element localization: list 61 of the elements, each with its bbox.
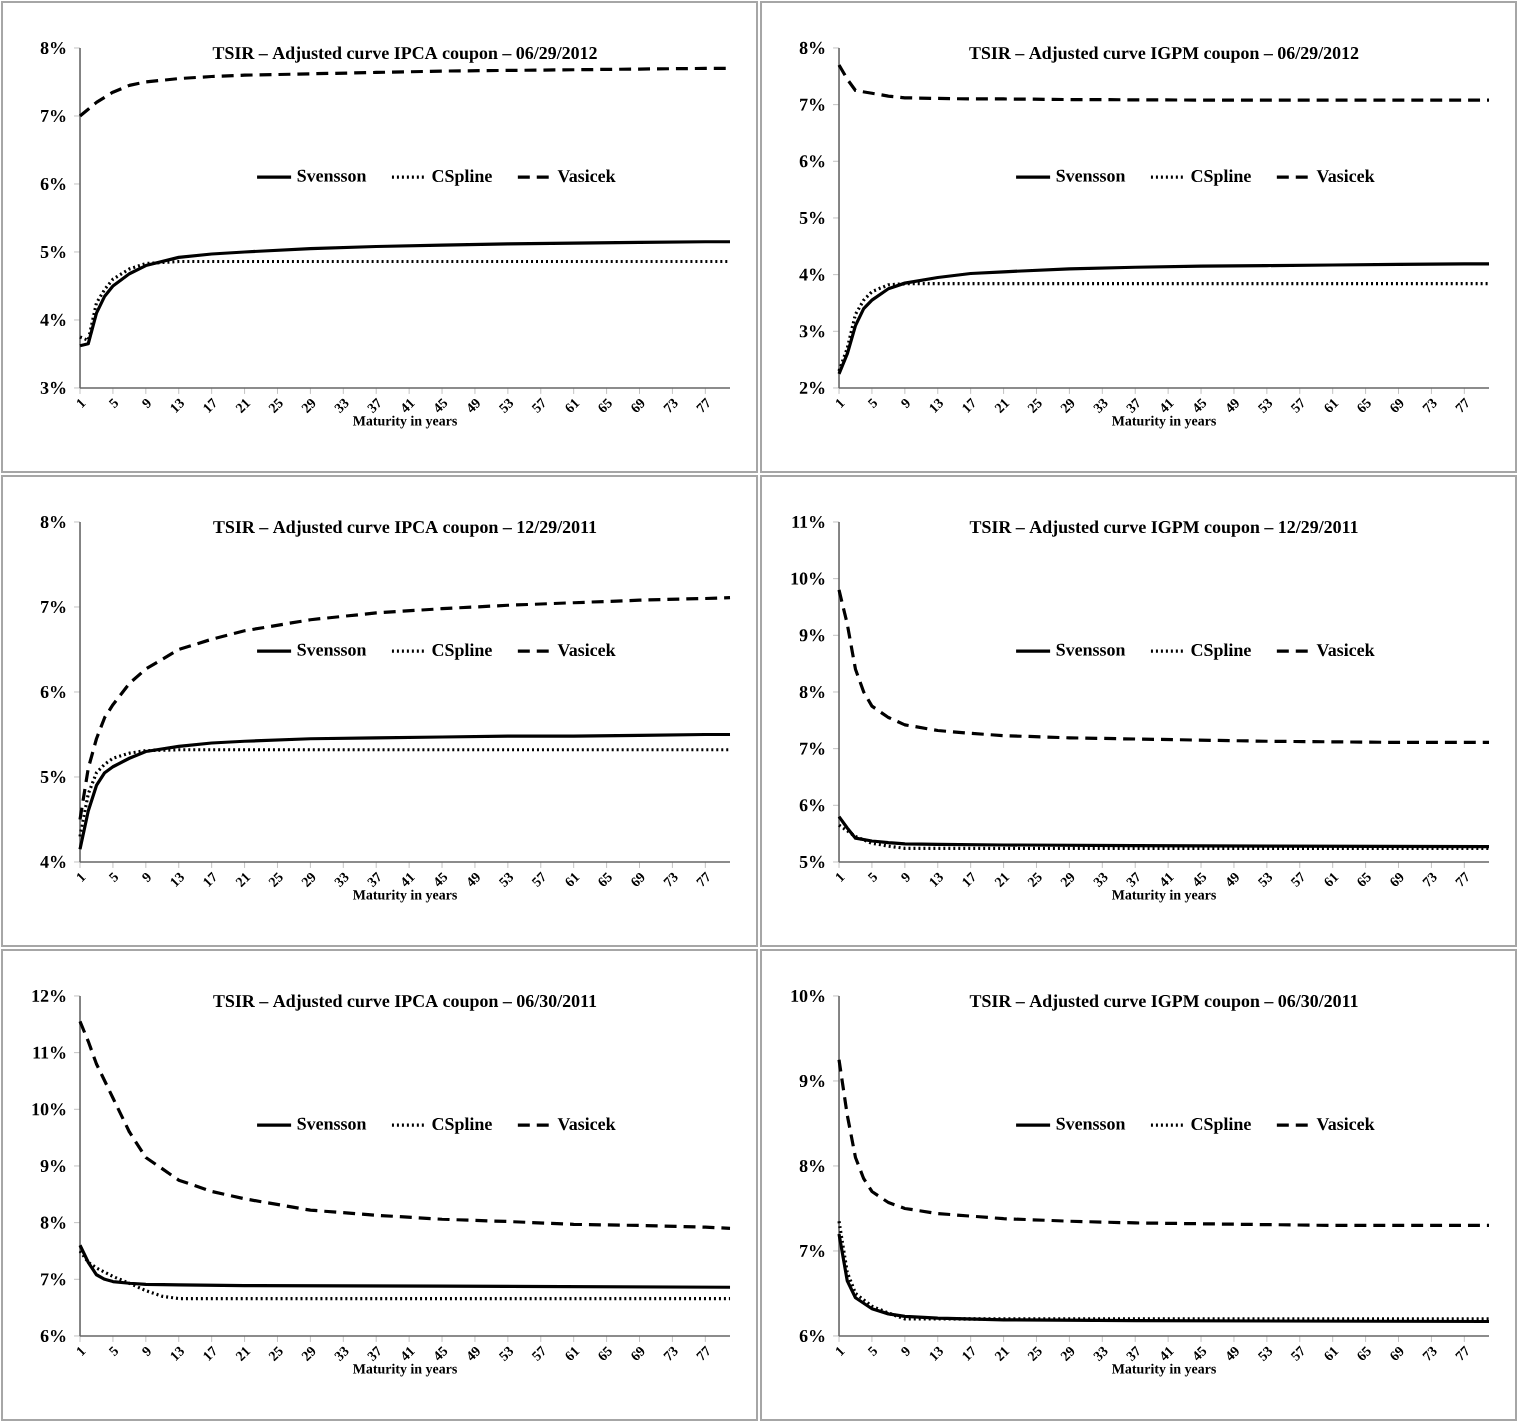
y-tick-label: 2% <box>799 381 825 395</box>
y-tick-label: 6% <box>40 1329 66 1343</box>
y-tick-label: 4% <box>799 268 825 281</box>
y-tick-label: 8% <box>40 1216 66 1229</box>
chart-title: TSIR – Adjusted curve IPCA coupon – 12/29/2011 <box>213 520 597 537</box>
y-tick-label: 7% <box>41 1273 66 1286</box>
y-tick-label: 6% <box>799 155 825 168</box>
y-tick-label: 8% <box>40 515 66 529</box>
y-tick-label: 3% <box>799 325 825 338</box>
legend-label: Svensson <box>1056 643 1126 656</box>
legend-label: Svensson <box>1056 1117 1126 1130</box>
legend-label: Vasicek <box>1316 643 1375 657</box>
y-tick-label: 7% <box>41 600 66 614</box>
y-tick-label: 4% <box>40 313 66 327</box>
y-tick-label: 5% <box>40 245 66 259</box>
y-tick-label: 8% <box>799 685 825 699</box>
y-tick-label: 6% <box>799 1329 825 1343</box>
legend-label: Vasicek <box>557 169 616 183</box>
y-tick-label: 6% <box>799 799 825 812</box>
y-tick-label: 6% <box>40 685 66 699</box>
legend-label: Vasicek <box>557 1117 616 1131</box>
y-tick-label: 9% <box>799 629 825 642</box>
y-tick-label: 9% <box>799 1074 825 1088</box>
y-tick-label: 10% <box>791 572 825 585</box>
y-tick-label: 12% <box>32 989 66 1003</box>
y-tick-label: 8% <box>40 41 66 55</box>
y-tick-label: 6% <box>40 177 66 191</box>
y-tick-label: 7% <box>800 1244 825 1258</box>
legend-label: CSpline <box>1191 643 1251 660</box>
y-tick-label: 5% <box>799 855 825 869</box>
legend-label: CSpline <box>432 169 492 186</box>
chart-title: TSIR – Adjusted curve IGPM coupon – 06/29/2012 <box>969 46 1359 63</box>
legend-label: Svensson <box>1056 169 1126 182</box>
chart-title: TSIR – Adjusted curve IPCA coupon – 06/29/2012 <box>212 46 597 63</box>
y-tick-label: 5% <box>40 770 66 784</box>
chart-title: TSIR – Adjusted curve IPCA coupon – 06/30/2011 <box>213 994 597 1011</box>
legend-label: Vasicek <box>1316 1117 1375 1131</box>
y-tick-label: 10% <box>32 1103 66 1116</box>
legend-label: Svensson <box>297 643 367 656</box>
y-tick-label: 3% <box>40 381 66 395</box>
legend-label: Vasicek <box>1316 169 1375 183</box>
y-tick-label: 8% <box>799 1159 825 1173</box>
y-tick-label: 7% <box>800 742 825 755</box>
y-tick-label: 11% <box>792 515 825 529</box>
legend-label: CSpline <box>1191 169 1251 186</box>
y-tick-label: 4% <box>40 855 66 869</box>
legend-label: Svensson <box>297 1117 367 1130</box>
y-tick-label: 8% <box>799 41 825 55</box>
chart-title: TSIR – Adjusted curve IGPM coupon – 12/29/2011 <box>969 520 1358 537</box>
y-tick-label: 9% <box>40 1159 66 1173</box>
legend-label: Vasicek <box>557 643 616 657</box>
legend-label: Svensson <box>297 169 367 182</box>
y-tick-label: 7% <box>41 109 66 123</box>
legend-label: CSpline <box>432 1117 492 1134</box>
legend-label: CSpline <box>432 643 492 660</box>
y-tick-label: 5% <box>799 211 825 225</box>
y-tick-label: 10% <box>791 989 825 1003</box>
y-tick-label: 11% <box>33 1046 66 1059</box>
y-tick-label: 7% <box>800 98 825 111</box>
legend-label: CSpline <box>1191 1117 1251 1134</box>
chart-title: TSIR – Adjusted curve IGPM coupon – 06/30/2011 <box>969 994 1358 1011</box>
